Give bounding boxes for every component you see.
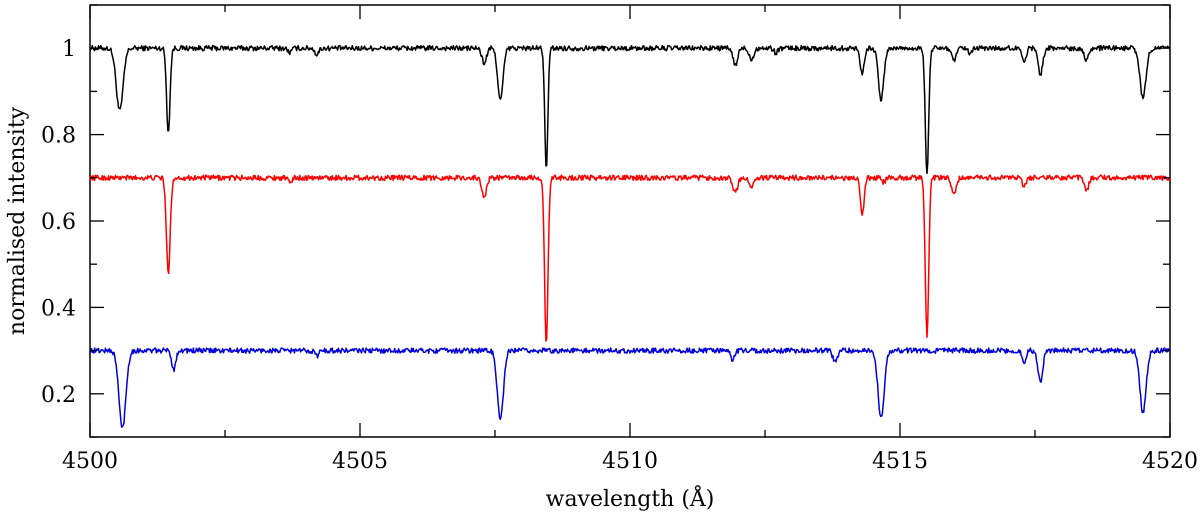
- plot-area: 4500 4505 4510 4515 4520 0.2 0.4 0.6 0.8 1: [41, 4, 1198, 474]
- y-tick-label: 0.4: [41, 296, 76, 321]
- ticks-layer: [89, 4, 1171, 438]
- spectrum-line-1: [89, 44, 1171, 175]
- x-tick-label: 4515: [872, 449, 928, 474]
- y-tick-label: 0.8: [41, 124, 76, 149]
- x-tick-label: 4500: [62, 449, 118, 474]
- x-tick-label: 4520: [1142, 449, 1198, 474]
- tick-labels-layer: 4500 4505 4510 4515 4520 0.2 0.4 0.6 0.8 1: [41, 37, 1198, 474]
- y-tick-label: 0.6: [41, 210, 76, 235]
- spectrum-line-2: [89, 174, 1171, 342]
- y-tick-label: 1: [62, 37, 76, 62]
- x-tick-label: 4505: [332, 449, 388, 474]
- y-axis-title: normalised intensity: [5, 106, 30, 335]
- series-layer: [89, 44, 1171, 428]
- plot-frame: [89, 4, 1171, 438]
- x-axis-title: wavelength (Å): [546, 484, 715, 512]
- x-tick-label: 4510: [602, 449, 658, 474]
- y-tick-label: 0.2: [41, 383, 76, 408]
- spectrum-line-3: [89, 347, 1171, 428]
